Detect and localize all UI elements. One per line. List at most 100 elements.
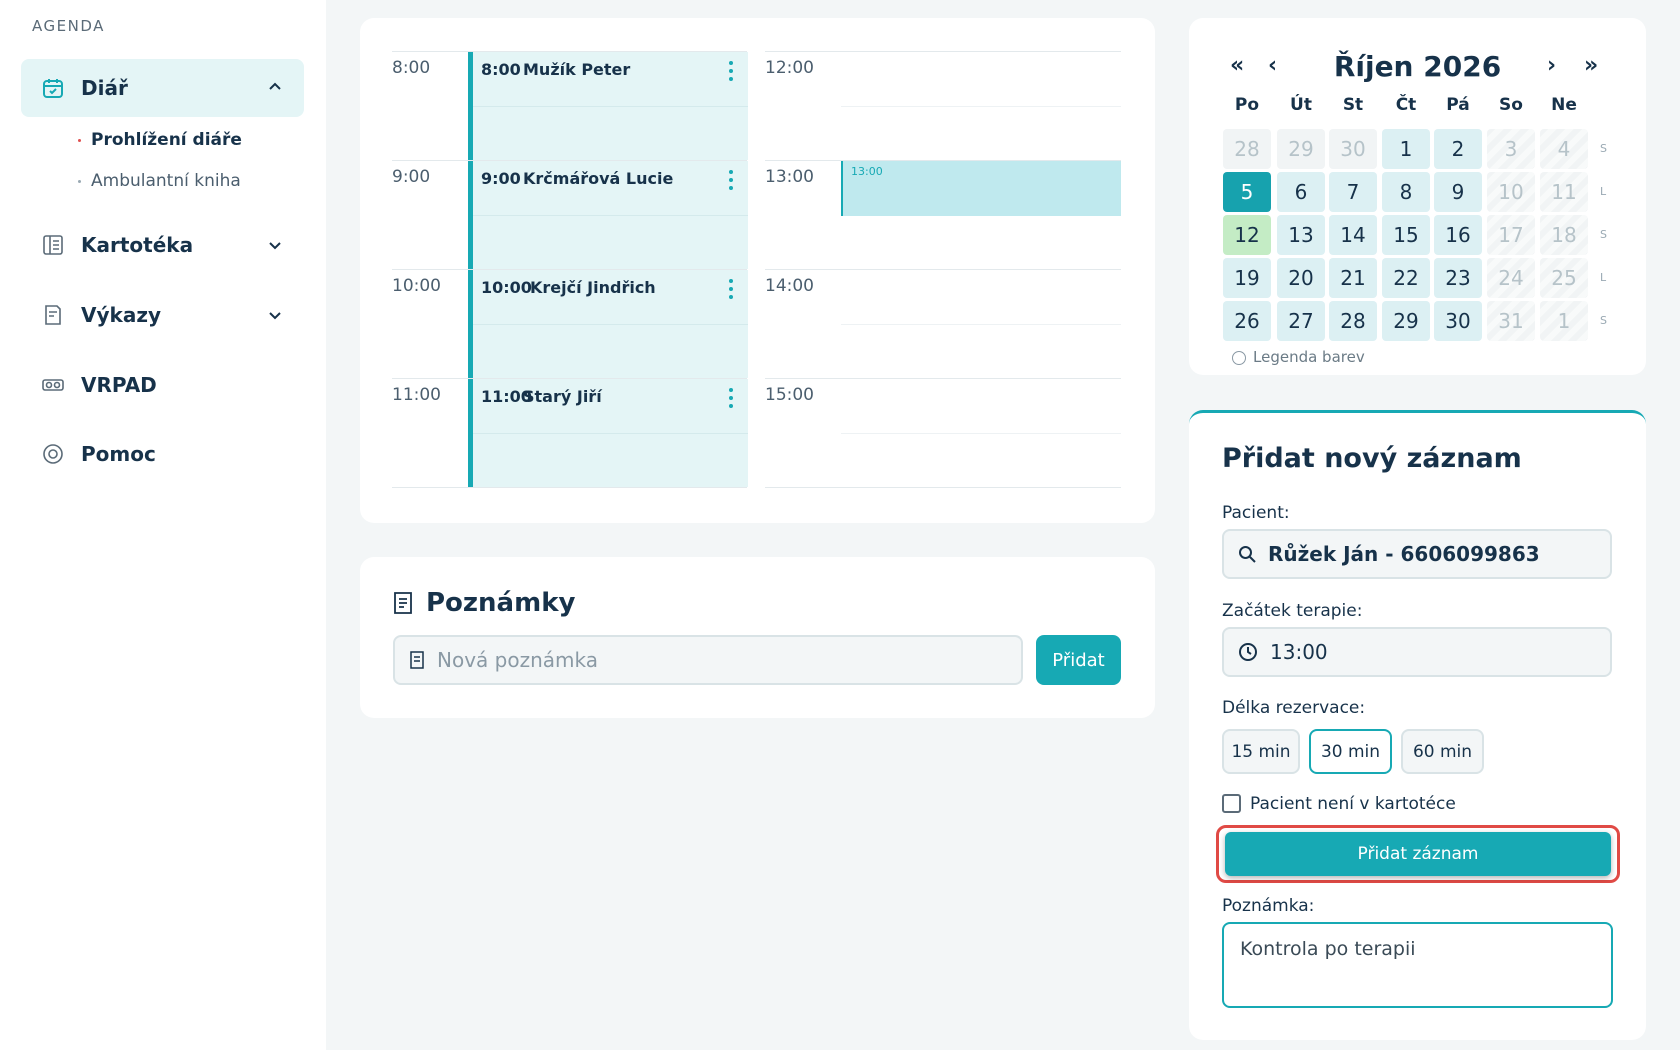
day-cell[interactable]: 23 <box>1434 258 1482 298</box>
time-label: 10:00 <box>392 276 441 296</box>
submit-button[interactable]: Přidat záznam <box>1225 832 1611 876</box>
day-cell[interactable]: 25 <box>1540 258 1588 298</box>
day-cell[interactable]: 15 <box>1382 215 1430 255</box>
half-line <box>841 106 1121 107</box>
duration-option[interactable]: 30 min <box>1309 729 1392 774</box>
nav-item[interactable]: VRPAD <box>81 373 157 397</box>
note-textarea[interactable]: Kontrola po terapii <box>1222 922 1613 1008</box>
diary-icon <box>43 79 63 98</box>
day-cell[interactable]: 2 <box>1434 129 1482 169</box>
label: Pacient: <box>1222 503 1290 523</box>
day-cell[interactable]: 8 <box>1382 172 1430 212</box>
menu-dot <box>729 69 733 73</box>
month-nav[interactable]: » <box>1584 53 1599 78</box>
bullet <box>78 180 81 183</box>
day-cell[interactable]: 17 <box>1487 215 1535 255</box>
reports-icon <box>45 305 61 325</box>
row-line <box>765 160 1121 161</box>
day-cell[interactable]: 3 <box>1487 129 1535 169</box>
time-label: 14:00 <box>765 276 814 296</box>
notes-icon <box>394 592 412 614</box>
add-note-button[interactable]: Přidat <box>1036 635 1121 685</box>
legend-icon <box>1232 351 1246 365</box>
label: Začátek terapie: <box>1222 601 1363 621</box>
duration-option[interactable]: 15 min <box>1222 729 1300 774</box>
day-cell[interactable]: 18 <box>1540 215 1588 255</box>
day-cell[interactable]: 1 <box>1382 129 1430 169</box>
sub-item[interactable]: Ambulantní kniha <box>91 171 241 191</box>
sub-item[interactable]: Prohlížení diáře <box>91 130 242 150</box>
row-line <box>765 487 1121 488</box>
start-value: 13:00 <box>1270 640 1328 664</box>
weekday: St <box>1342 95 1364 115</box>
day-cell[interactable]: 11 <box>1540 172 1588 212</box>
day-cell[interactable]: 16 <box>1434 215 1482 255</box>
menu-dot <box>729 396 733 400</box>
chevron <box>269 312 281 320</box>
day-cell[interactable]: 28 <box>1223 129 1271 169</box>
row-line <box>392 160 747 161</box>
time-label: 8:00 <box>392 58 431 78</box>
menu-dot <box>729 295 733 299</box>
month-nav[interactable]: › <box>1547 53 1557 78</box>
day-cell[interactable]: 28 <box>1329 301 1377 341</box>
weekday: So <box>1499 95 1523 115</box>
weekday: Pá <box>1446 95 1470 115</box>
menu-dot <box>729 388 733 392</box>
day-cell[interactable]: 30 <box>1434 301 1482 341</box>
day-cell[interactable]: 19 <box>1223 258 1271 298</box>
nav-item[interactable]: Diář <box>81 76 128 100</box>
weekday: Po <box>1234 95 1260 115</box>
week-mark: L <box>1600 185 1607 198</box>
half-line <box>841 433 1121 434</box>
event-time: 11:00 <box>481 387 532 406</box>
day-cell[interactable]: 6 <box>1277 172 1325 212</box>
patient-input[interactable]: Růžek Ján - 6606099863 <box>1222 529 1612 579</box>
selected-slot[interactable] <box>841 161 1121 216</box>
day-cell[interactable]: 13 <box>1277 215 1325 255</box>
nav-item[interactable]: Pomoc <box>81 442 156 466</box>
day-cell[interactable]: 31 <box>1487 301 1535 341</box>
day-cell[interactable]: 29 <box>1382 301 1430 341</box>
day-cell[interactable]: 30 <box>1329 129 1377 169</box>
day-cell[interactable]: 27 <box>1277 301 1325 341</box>
day-cell[interactable]: 10 <box>1487 172 1535 212</box>
active-item[interactable] <box>21 59 304 117</box>
day-cell[interactable]: 26 <box>1223 301 1271 341</box>
day-cell[interactable]: 7 <box>1329 172 1377 212</box>
day-cell[interactable]: 20 <box>1277 258 1325 298</box>
week-mark: S <box>1600 228 1607 241</box>
day-cell[interactable]: 4 <box>1540 129 1588 169</box>
month-nav[interactable]: « <box>1230 53 1245 78</box>
day-cell[interactable]: 29 <box>1277 129 1325 169</box>
time-label: 11:00 <box>392 385 441 405</box>
day-cell[interactable]: 21 <box>1329 258 1377 298</box>
form-title: Přidat nový záznam <box>1222 443 1522 474</box>
week-mark: S <box>1600 314 1607 327</box>
checkbox[interactable] <box>1222 794 1241 813</box>
nav-item[interactable]: Výkazy <box>81 303 161 327</box>
patient-value: Růžek Ján - 6606099863 <box>1268 542 1540 566</box>
day-cell[interactable]: 5 <box>1223 172 1271 212</box>
day-cell[interactable]: 24 <box>1487 258 1535 298</box>
duration-option[interactable]: 60 min <box>1401 729 1484 774</box>
day-cell[interactable]: 22 <box>1382 258 1430 298</box>
start-input[interactable]: 13:00 <box>1222 627 1612 677</box>
day-cell[interactable]: 9 <box>1434 172 1482 212</box>
time-label: 12:00 <box>765 58 814 78</box>
vrpad-icon <box>42 379 64 391</box>
day-cell[interactable]: 1 <box>1540 301 1588 341</box>
event-name: Mužík Peter <box>523 60 631 79</box>
checkbox-label[interactable]: Pacient není v kartotéce <box>1250 794 1456 814</box>
note-input[interactable]: Nová poznámka <box>393 635 1023 685</box>
day-cell[interactable]: 14 <box>1329 215 1377 255</box>
cards-icon <box>43 235 63 255</box>
legend-link[interactable]: Legenda barev <box>1253 348 1365 366</box>
day-cell[interactable]: 12 <box>1223 215 1271 255</box>
notes-card: Poznámky Nová poznámka Přidat <box>360 557 1155 718</box>
weekday: Ne <box>1551 95 1577 115</box>
month-nav[interactable]: ‹ <box>1268 53 1278 78</box>
time-label: 15:00 <box>765 385 814 405</box>
label: Poznámka: <box>1222 896 1315 916</box>
nav-item[interactable]: Kartotéka <box>81 233 194 257</box>
